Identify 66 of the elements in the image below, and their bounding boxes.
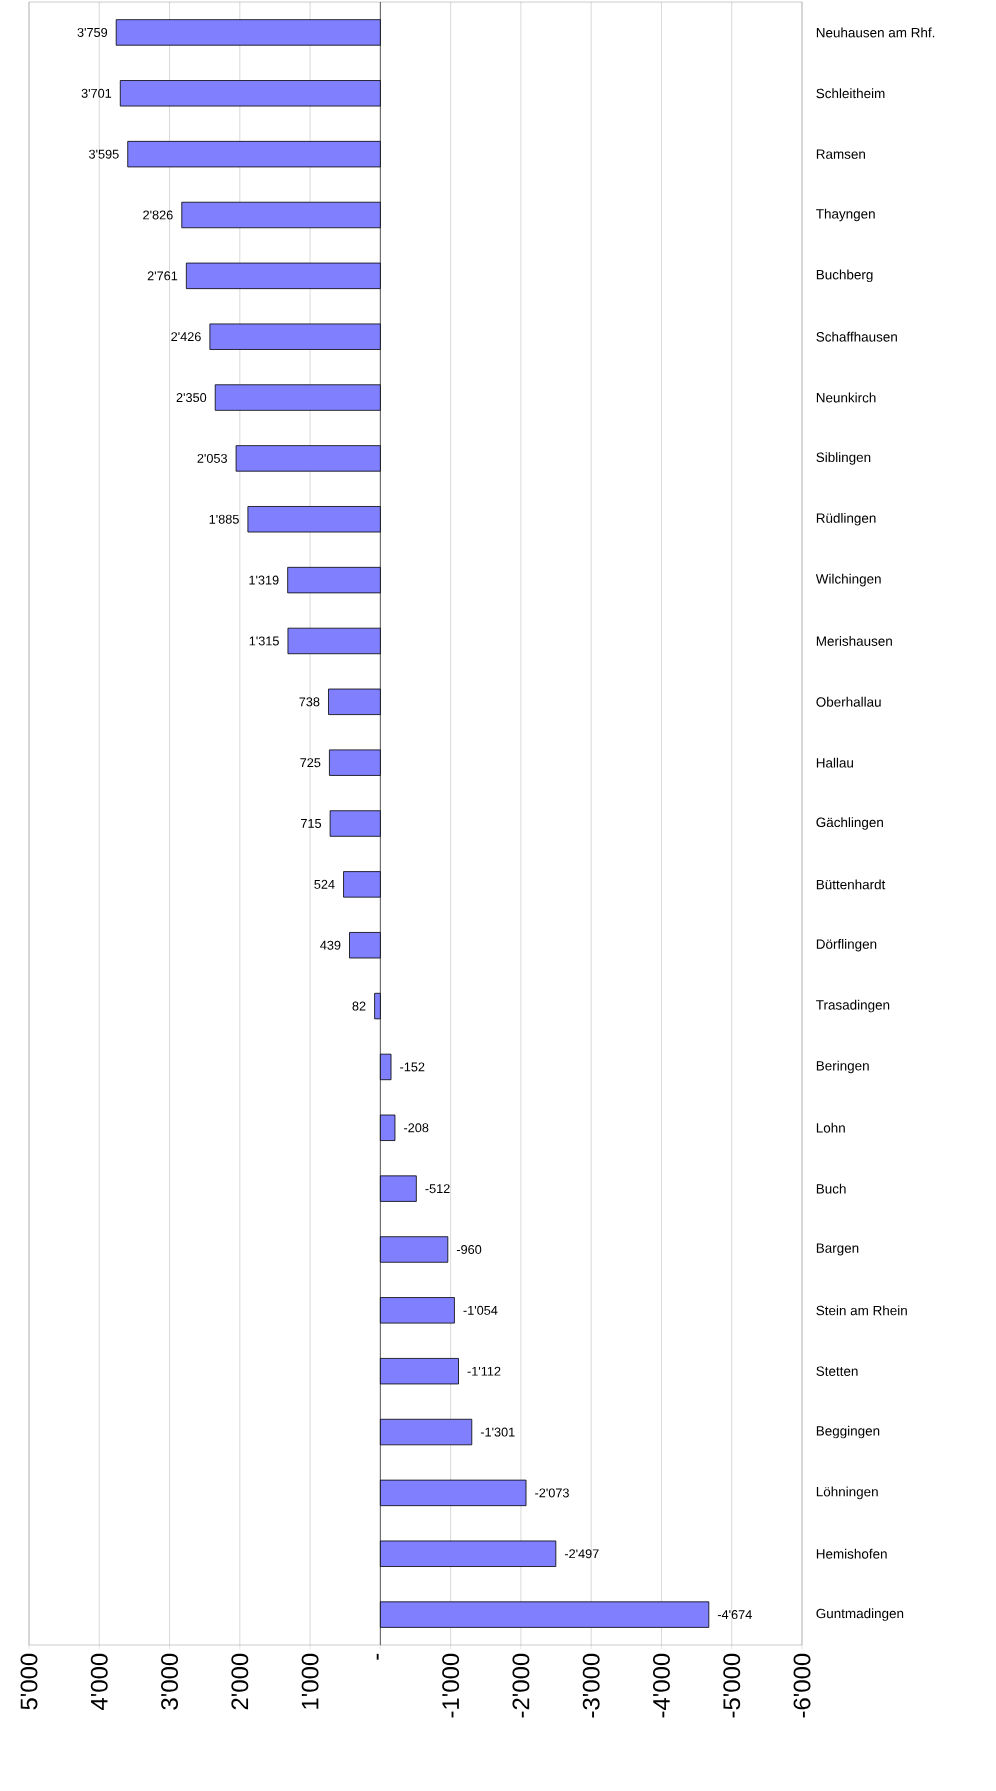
y-tick-label: Büttenhardt <box>816 879 886 890</box>
x-tick-label: 1'000 <box>301 1653 319 1709</box>
data-label: 2'761 <box>147 271 178 281</box>
y-tick-label: Hemishofen <box>816 1548 887 1559</box>
y-tick-label: Neuhausen am Rhf. <box>816 27 935 38</box>
y-tick-label: Merishausen <box>816 636 892 646</box>
data-label: -1'301 <box>480 1427 515 1437</box>
x-tick-label: -2'000 <box>512 1653 530 1718</box>
data-label: 3'595 <box>89 149 119 159</box>
x-tick-label: 2'000 <box>231 1653 249 1710</box>
y-tick-label: Schaffhausen <box>816 331 897 342</box>
x-tick-label: - <box>376 1653 379 1660</box>
data-label: -1'054 <box>463 1305 498 1315</box>
data-label: 3'701 <box>81 88 112 98</box>
y-tick-label: Bargen <box>816 1243 859 1256</box>
data-label: 1'315 <box>249 636 279 646</box>
x-tick-label: 4'000 <box>90 1653 108 1710</box>
y-tick-label: Dörflingen <box>816 938 877 952</box>
data-label: 82 <box>352 1001 366 1011</box>
y-tick-label: Buch <box>816 1183 846 1194</box>
data-label: 3'759 <box>77 27 108 37</box>
data-label: -1'112 <box>467 1366 501 1376</box>
x-tick-label: -6'000 <box>793 1653 811 1718</box>
x-tick-label: -4'000 <box>653 1653 670 1718</box>
y-tick-label: Schleitheim <box>816 88 885 99</box>
data-label: -512 <box>425 1184 450 1194</box>
y-tick-label: Gächlingen <box>816 817 883 830</box>
y-tick-label: Stein am Rhein <box>816 1305 907 1316</box>
data-label: -2'497 <box>564 1549 599 1559</box>
data-label: -152 <box>400 1062 425 1072</box>
y-tick-label: Buchberg <box>816 269 873 283</box>
data-label: 439 <box>320 940 341 950</box>
y-tick-label: Siblingen <box>816 452 871 465</box>
y-tick-label: Beringen <box>816 1060 869 1074</box>
data-label: 1'885 <box>209 514 239 524</box>
y-tick-label: Wilchingen <box>815 573 881 587</box>
y-tick-label: Neunkirch <box>816 392 876 403</box>
data-label: 2'350 <box>176 393 207 403</box>
data-label: 715 <box>301 819 322 828</box>
y-tick-label: Ramsen <box>816 149 865 159</box>
y-tick-label: Stetten <box>816 1366 858 1376</box>
x-tick-label: 3'000 <box>161 1653 178 1710</box>
x-tick-label: -3'000 <box>582 1653 600 1718</box>
data-label: 524 <box>314 879 335 889</box>
data-label: 2'426 <box>171 332 201 342</box>
y-tick-label: Thayngen <box>816 208 875 222</box>
data-label: 2'053 <box>197 453 227 463</box>
data-label: -208 <box>404 1123 429 1133</box>
y-tick-label: Guntmadingen <box>816 1608 904 1621</box>
x-tick-label: 5'000 <box>20 1653 38 1710</box>
x-tick-label: -1'000 <box>442 1653 460 1718</box>
data-label: 2'826 <box>143 210 173 220</box>
data-label: 725 <box>300 758 321 768</box>
x-tick-label: -5'000 <box>723 1653 741 1718</box>
y-tick-label: Lohn <box>816 1122 845 1133</box>
data-label: -2'073 <box>535 1488 569 1498</box>
y-tick-label: Hallau <box>816 757 854 768</box>
y-tick-label: Rüdlingen <box>816 512 876 526</box>
y-tick-label: Oberhallau <box>816 696 881 707</box>
data-label: -960 <box>456 1244 482 1254</box>
y-tick-label: Beggingen <box>816 1425 880 1439</box>
y-tick-label: Löhningen <box>816 1486 878 1500</box>
data-label: 1'319 <box>249 575 279 585</box>
data-label: -4'674 <box>717 1610 752 1620</box>
data-label: 738 <box>299 697 320 707</box>
y-tick-label: Trasadingen <box>816 999 890 1013</box>
